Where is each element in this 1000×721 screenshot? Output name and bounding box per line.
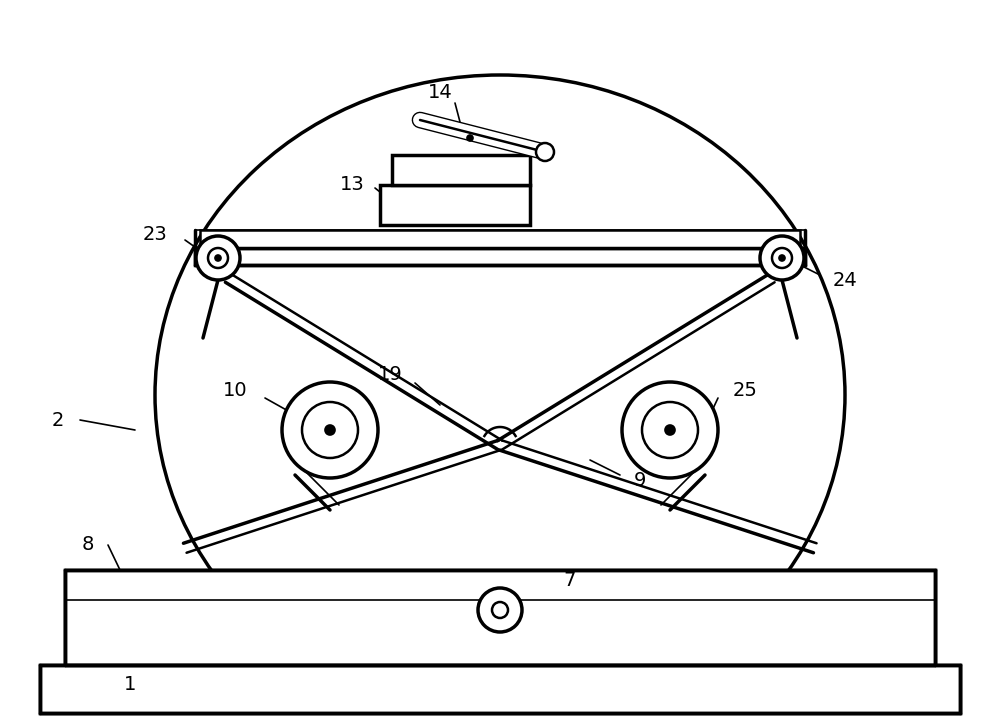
Circle shape — [196, 236, 240, 280]
Text: 23: 23 — [143, 226, 167, 244]
Text: 19: 19 — [378, 366, 402, 384]
Circle shape — [536, 143, 554, 161]
Bar — [65, 570, 935, 665]
Bar — [65, 570, 935, 665]
Circle shape — [772, 248, 792, 268]
Bar — [392, 155, 530, 185]
Bar — [40, 665, 960, 713]
Text: 10: 10 — [223, 381, 247, 399]
Circle shape — [779, 255, 785, 261]
Text: 8: 8 — [82, 536, 94, 554]
Text: 25: 25 — [733, 381, 757, 399]
Circle shape — [478, 588, 522, 632]
Circle shape — [665, 425, 675, 435]
Text: 2: 2 — [52, 410, 64, 430]
Text: 7: 7 — [564, 570, 576, 590]
Circle shape — [760, 236, 804, 280]
Text: 9: 9 — [634, 471, 646, 490]
Circle shape — [467, 135, 473, 141]
Circle shape — [325, 425, 335, 435]
Text: 14: 14 — [428, 82, 452, 102]
Text: 24: 24 — [833, 270, 857, 290]
Bar — [0, 570, 1000, 721]
Circle shape — [208, 248, 228, 268]
Text: 13: 13 — [340, 175, 364, 195]
Ellipse shape — [155, 75, 845, 715]
Bar — [195, 248, 805, 265]
Text: 1: 1 — [124, 676, 136, 694]
Circle shape — [215, 255, 221, 261]
Bar — [40, 665, 960, 713]
Circle shape — [492, 602, 508, 618]
Circle shape — [302, 402, 358, 458]
Circle shape — [622, 382, 718, 478]
Bar — [200, 230, 800, 248]
Circle shape — [642, 402, 698, 458]
Bar — [380, 185, 530, 225]
Circle shape — [282, 382, 378, 478]
